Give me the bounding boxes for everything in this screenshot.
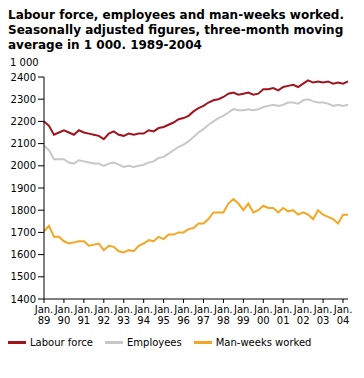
svg-text:Jan.00: Jan.00 [253,304,273,326]
svg-text:1500: 1500 [11,271,36,282]
svg-text:Jan.89: Jan.89 [34,304,54,326]
svg-text:Jan.99: Jan.99 [233,304,253,326]
svg-text:2300: 2300 [11,94,36,105]
svg-text:Jan.92: Jan.92 [94,304,114,326]
svg-text:Jan.03: Jan.03 [313,304,333,326]
svg-text:Jan.91: Jan.91 [74,304,94,326]
svg-text:Jan.93: Jan.93 [113,304,133,326]
svg-text:Jan.04: Jan.04 [333,304,353,326]
svg-text:2400: 2400 [11,72,36,83]
svg-text:1700: 1700 [11,227,36,238]
svg-text:Jan.02: Jan.02 [293,304,313,326]
svg-text:1600: 1600 [11,249,36,260]
svg-text:1400: 1400 [11,294,36,305]
html-text:Employees: Employees [127,337,182,348]
svg-text:Jan.95: Jan.95 [153,304,173,326]
html-text:1 000: 1 000 [10,57,39,68]
svg-text:2100: 2100 [11,138,36,149]
html-text:Labour force, employees and ma: Labour force, employees and man-weeks wo… [8,8,344,52]
svg-text:Jan.97: Jan.97 [193,304,213,326]
svg-text:2200: 2200 [11,116,36,127]
svg-text:1900: 1900 [11,183,36,194]
svg-text:1800: 1800 [11,205,36,216]
svg-text:Jan.01: Jan.01 [273,304,293,326]
html-text:Labour force: Labour force [30,337,93,348]
html-text:Man-weeks worked: Man-weeks worked [215,337,312,348]
svg-text:Jan.90: Jan.90 [54,304,74,326]
svg-text:Jan.94: Jan.94 [133,304,153,326]
svg-text:2000: 2000 [11,160,36,171]
svg-text:Jan.96: Jan.96 [173,304,193,326]
svg-text:Jan.98: Jan.98 [213,304,233,326]
